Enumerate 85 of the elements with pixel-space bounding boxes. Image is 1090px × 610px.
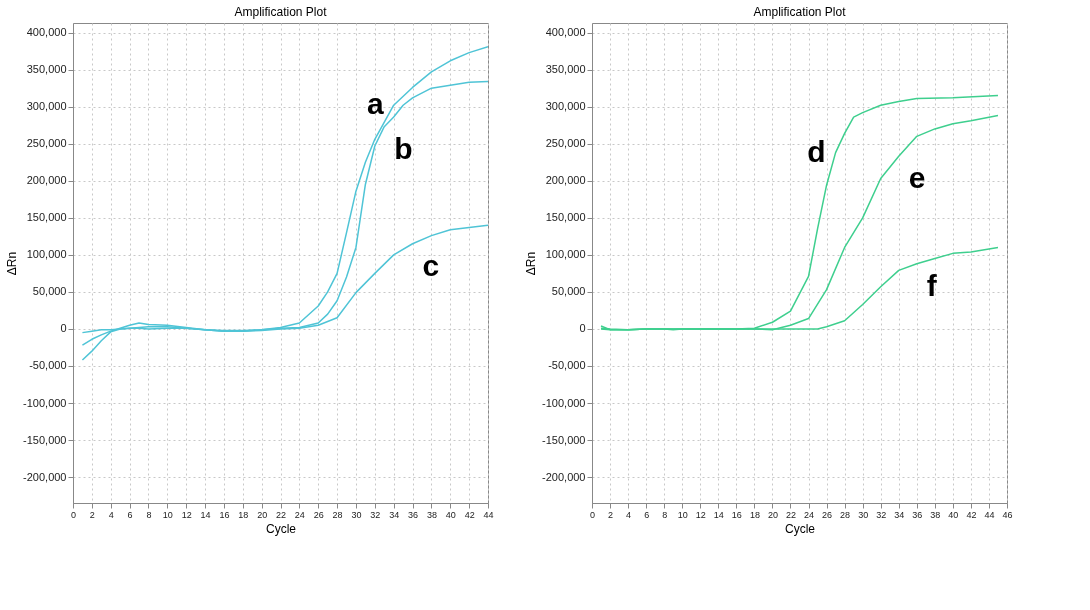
- chart-title: Amplification Plot: [234, 5, 328, 19]
- y-axis-title: ΔRn: [524, 251, 539, 276]
- y-tick-label: 350,000: [26, 63, 67, 76]
- x-tick-label: 4: [108, 509, 114, 520]
- y-tick-label: 300,000: [26, 100, 67, 113]
- x-tick-label: 18: [238, 509, 249, 520]
- y-tick-label: -200,000: [23, 470, 67, 483]
- x-tick-label: 30: [351, 509, 362, 520]
- series-label: e: [908, 161, 926, 195]
- x-tick-label: 10: [162, 509, 173, 520]
- x-tick-label: 38: [426, 509, 437, 520]
- x-tick-label: 24: [804, 509, 815, 520]
- y-tick-label: 0: [60, 322, 67, 335]
- x-tick-label: 38: [930, 509, 941, 520]
- y-tick-label: -100,000: [23, 396, 67, 409]
- x-tick-label: 42: [464, 509, 475, 520]
- x-tick-label: 42: [966, 509, 977, 520]
- x-tick-label: 26: [313, 509, 324, 520]
- y-tick-label: 50,000: [551, 285, 586, 298]
- x-tick-label: 16: [731, 509, 742, 520]
- x-tick-label: 0: [70, 509, 77, 520]
- x-tick-label: 24: [294, 509, 305, 520]
- x-tick-label: 18: [749, 509, 760, 520]
- x-tick-label: 6: [644, 509, 650, 520]
- y-tick-label: 100,000: [26, 248, 67, 261]
- x-tick-label: 34: [894, 509, 905, 520]
- x-tick-label: 14: [713, 509, 724, 520]
- y-tick-label: 0: [579, 322, 586, 335]
- y-tick-label: 200,000: [26, 174, 67, 187]
- y-tick-label: 100,000: [545, 248, 586, 261]
- y-tick-label: -150,000: [23, 433, 67, 446]
- series-label: c: [422, 248, 440, 282]
- x-tick-label: 32: [876, 509, 887, 520]
- x-axis-title: Cycle: [784, 521, 816, 536]
- x-tick-label: 4: [626, 509, 632, 520]
- y-tick-label: 350,000: [545, 63, 586, 76]
- y-tick-label: 400,000: [545, 26, 586, 39]
- x-tick-label: 36: [912, 509, 923, 520]
- x-tick-label: 40: [445, 509, 456, 520]
- x-tick-label: 22: [785, 509, 796, 520]
- x-tick-label: 6: [127, 509, 133, 520]
- y-tick-label: 150,000: [545, 211, 586, 224]
- x-tick-label: 10: [677, 509, 688, 520]
- x-tick-label: 20: [257, 509, 268, 520]
- y-axis-title: ΔRn: [5, 251, 20, 276]
- x-tick-label: 8: [146, 509, 152, 520]
- x-tick-label: 40: [948, 509, 959, 520]
- x-tick-label: 0: [589, 509, 596, 520]
- x-tick-label: 8: [662, 509, 668, 520]
- x-tick-label: 36: [408, 509, 419, 520]
- x-tick-label: 2: [608, 509, 614, 520]
- x-tick-label: 34: [389, 509, 400, 520]
- y-tick-label: 250,000: [545, 137, 586, 150]
- x-tick-label: 44: [483, 509, 494, 520]
- y-tick-label: -100,000: [542, 396, 586, 409]
- x-tick-label: 32: [370, 509, 381, 520]
- chart-title: Amplification Plot: [753, 5, 847, 19]
- y-tick-label: 200,000: [545, 174, 586, 187]
- y-tick-label: 300,000: [545, 100, 586, 113]
- x-tick-label: 20: [767, 509, 778, 520]
- y-tick-label: -200,000: [542, 470, 586, 483]
- x-tick-label: 44: [984, 509, 995, 520]
- x-tick-label: 46: [1002, 509, 1013, 520]
- x-tick-label: 28: [840, 509, 851, 520]
- x-tick-label: 2: [89, 509, 95, 520]
- y-tick-label: 400,000: [26, 26, 67, 39]
- series-label: f: [926, 268, 938, 302]
- y-tick-label: 150,000: [26, 211, 67, 224]
- series-label: a: [366, 87, 384, 121]
- y-tick-label: -50,000: [548, 359, 586, 372]
- x-tick-label: 22: [275, 509, 287, 520]
- y-tick-label: -150,000: [542, 433, 586, 446]
- x-tick-label: 14: [200, 509, 211, 520]
- x-tick-label: 12: [695, 509, 706, 520]
- x-tick-label: 28: [332, 509, 343, 520]
- x-tick-label: 30: [858, 509, 869, 520]
- y-tick-label: 250,000: [26, 137, 67, 150]
- x-tick-label: 26: [822, 509, 833, 520]
- x-axis-title: Cycle: [265, 521, 297, 536]
- x-tick-label: 12: [181, 509, 192, 520]
- series-label: b: [394, 131, 413, 165]
- y-tick-label: 50,000: [32, 285, 67, 298]
- y-tick-label: -50,000: [29, 359, 67, 372]
- series-label: d: [807, 134, 826, 168]
- x-tick-label: 16: [219, 509, 230, 520]
